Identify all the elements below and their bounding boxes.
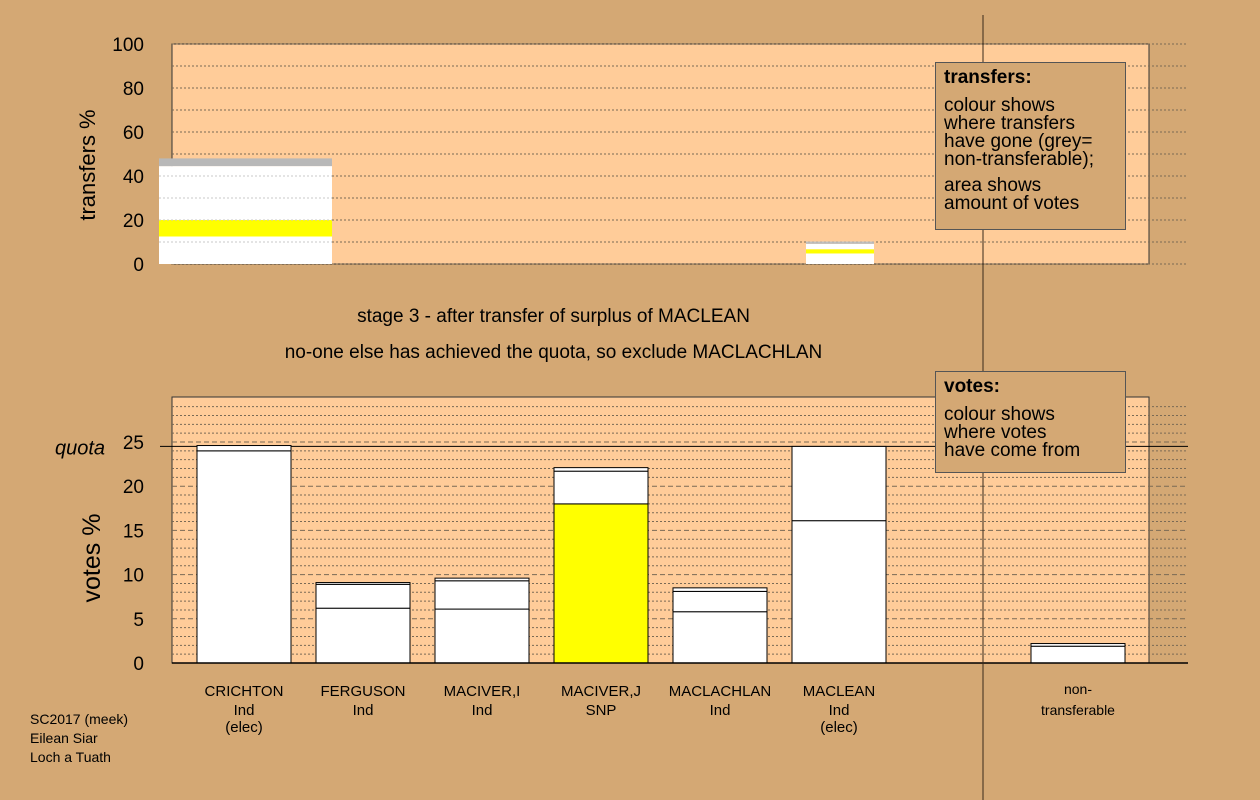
transfer-segment <box>806 249 874 254</box>
transfers-y-tick-label: 20 <box>123 211 144 232</box>
transfer-segment <box>159 236 332 264</box>
transfer-segment <box>806 243 874 250</box>
vote-segment <box>791 520 887 664</box>
transfers-legend-line: where transfers <box>944 113 1075 134</box>
candidate-name-label: CRICHTON <box>205 683 284 700</box>
vote-segment <box>672 590 768 613</box>
vote-segment <box>553 467 649 472</box>
transfers-legend: transfers: colour shows where transfers … <box>935 62 1126 230</box>
votes-y-tick-label: 25 <box>123 433 144 454</box>
transfers-y-axis-label: transfers % <box>75 109 100 220</box>
transfers-legend-title: transfers: <box>944 67 1032 88</box>
vote-segment <box>553 470 649 505</box>
votes-legend-line: where votes <box>944 422 1047 443</box>
transfer-segment <box>159 220 332 237</box>
candidate-party-label: Ind <box>829 702 850 719</box>
footer-line: SC2017 (meek) <box>30 711 129 727</box>
vote-segment <box>196 450 292 664</box>
footer-line: Loch a Tuath <box>30 749 111 765</box>
candidate-status-label: (elec) <box>225 719 263 736</box>
transfers-legend-line: non-transferable); <box>944 149 1094 170</box>
vote-segment <box>1030 643 1126 647</box>
candidate-party-label: Ind <box>234 702 255 719</box>
votes-legend-title: votes: <box>944 376 1000 397</box>
stage-outcome: no-one else has achieved the quota, so e… <box>284 342 823 363</box>
transfers-y-tick-label: 100 <box>112 35 144 56</box>
candidate-name-label: MACIVER,I <box>444 683 521 700</box>
transfers-y-tick-label: 0 <box>133 255 144 276</box>
votes-y-tick-label: 0 <box>133 654 144 675</box>
transfers-legend-line: amount of votes <box>944 193 1080 214</box>
candidate-party-label: Ind <box>710 702 731 719</box>
vote-segment <box>315 583 411 609</box>
votes-legend-line: colour shows <box>944 404 1055 425</box>
votes-y-tick-label: 15 <box>123 521 144 542</box>
transfers-legend-line: area shows <box>944 175 1042 196</box>
vote-segment <box>315 582 411 585</box>
transfers-y-tick-label: 40 <box>123 167 144 188</box>
vote-segment <box>791 445 887 522</box>
transfers-legend-line: colour shows <box>944 95 1055 116</box>
vote-segment <box>1030 645 1126 664</box>
votes-legend: votes: colour shows where votes have com… <box>935 371 1126 473</box>
source-footer: SC2017 (meek) Eilean Siar Loch a Tuath <box>30 710 128 767</box>
votes-y-tick-label: 20 <box>123 477 144 498</box>
vote-segment <box>434 577 530 582</box>
votes-y-tick-label: 5 <box>133 610 144 631</box>
votes-y-tick-label: 10 <box>123 566 144 587</box>
vote-segment <box>315 607 411 664</box>
vote-segment <box>434 608 530 664</box>
candidate-party-label: SNP <box>586 702 617 719</box>
transfer-segment <box>806 253 874 264</box>
votes-y-axis-label: votes % <box>78 514 106 603</box>
transfers-y-tick-label: 80 <box>123 79 144 100</box>
transfers-legend-line: have gone (grey= <box>944 131 1093 152</box>
transfers-y-tick-label: 60 <box>123 123 144 144</box>
transfer-segment <box>159 166 332 220</box>
vote-segment <box>196 445 292 452</box>
vote-segment <box>672 611 768 664</box>
vote-segment <box>553 503 649 664</box>
candidate-name-label: MACLEAN <box>803 683 876 700</box>
transfer-segment <box>159 158 332 167</box>
candidate-party-label: Ind <box>472 702 493 719</box>
quota-label: quota <box>55 437 105 459</box>
candidate-party-label: Ind <box>353 702 374 719</box>
transfer-segment <box>806 241 874 244</box>
candidate-status-label: (elec) <box>820 719 858 736</box>
non-transferable-label: non- <box>1064 681 1092 697</box>
candidate-name-label: MACLACHLAN <box>669 683 772 700</box>
non-transferable-label: transferable <box>1041 702 1115 718</box>
candidate-name-label: FERGUSON <box>320 683 405 700</box>
vote-segment <box>434 580 530 610</box>
stage-description: stage 3 - after transfer of surplus of M… <box>357 306 750 327</box>
footer-line: Eilean Siar <box>30 730 98 746</box>
votes-legend-line: have come from <box>944 440 1081 461</box>
vote-segment <box>672 587 768 592</box>
candidate-name-label: MACIVER,J <box>561 683 641 700</box>
